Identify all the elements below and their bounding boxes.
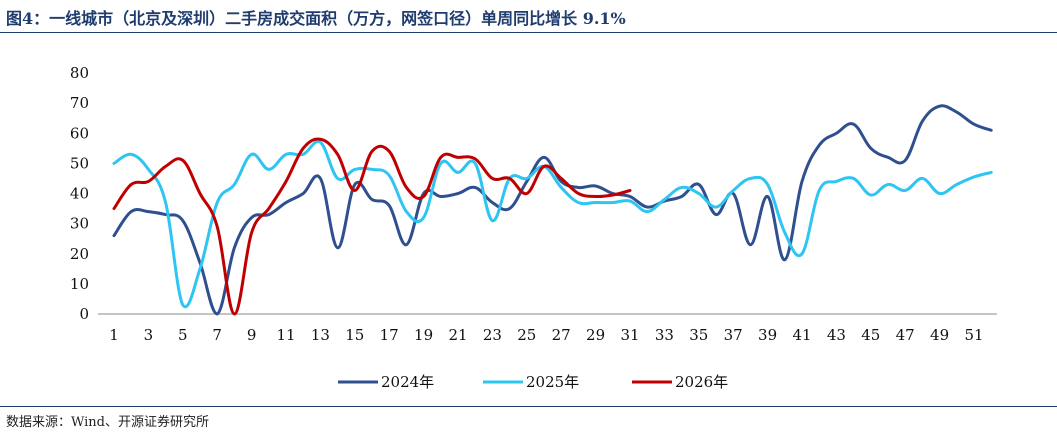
- x-tick-label: 11: [276, 326, 295, 344]
- x-tick-label: 3: [144, 326, 154, 344]
- x-tick-label: 41: [792, 326, 811, 344]
- title-rule: [0, 32, 1057, 33]
- x-tick-label: 47: [896, 326, 915, 344]
- x-tick-label: 5: [178, 326, 188, 344]
- x-tick-label: 25: [517, 326, 536, 344]
- y-tick-label: 40: [70, 185, 89, 203]
- legend-label-3: 2026年: [675, 373, 728, 391]
- y-tick-label: 70: [70, 94, 89, 112]
- series-lines: [112, 104, 993, 316]
- x-tick-label: 29: [586, 326, 605, 344]
- footer-rule: [0, 406, 1057, 407]
- y-tick-label: 10: [70, 275, 89, 293]
- x-tick-label: 21: [448, 326, 467, 344]
- series-line-3: [112, 137, 632, 316]
- y-tick-label: 50: [70, 154, 89, 172]
- x-tick-label: 39: [758, 326, 777, 344]
- x-tick-label: 51: [964, 326, 983, 344]
- x-tick-label: 19: [414, 326, 433, 344]
- series-line-2: [112, 140, 993, 309]
- legend: 2024年 2025年 2026年: [338, 373, 728, 391]
- y-tick-label: 60: [70, 124, 89, 142]
- x-tick-label: 15: [345, 326, 364, 344]
- legend-label-2: 2025年: [526, 373, 579, 391]
- x-tick-label: 17: [380, 326, 399, 344]
- x-tick-label: 9: [247, 326, 257, 344]
- x-tick-label: 13: [311, 326, 330, 344]
- y-tick-label: 20: [70, 245, 89, 263]
- x-tick-label: 35: [689, 326, 708, 344]
- x-tick-label: 49: [930, 326, 949, 344]
- x-tick-label: 7: [212, 326, 222, 344]
- source-note: 数据来源：Wind、开源证券研究所: [6, 415, 209, 430]
- x-tick-label: 33: [655, 326, 674, 344]
- x-tick-label: 27: [552, 326, 571, 344]
- x-axis-ticks: 1 3 5 7 9 11 13 15 17 19 21 23 25 27 29 31 33 35 37 39 41 43 4…: [109, 326, 983, 344]
- series-line-1: [112, 104, 993, 316]
- x-tick-label: 37: [724, 326, 743, 344]
- y-tick-label: 80: [70, 64, 89, 82]
- chart-title: 图4：一线城市（北京及深圳）二手房成交面积（万方，网签口径）单周同比增长 9.1…: [6, 9, 626, 28]
- legend-label-1: 2024年: [381, 373, 434, 391]
- x-tick-label: 45: [861, 326, 880, 344]
- x-tick-label: 23: [483, 326, 502, 344]
- x-tick-label: 43: [827, 326, 846, 344]
- y-tick-label: 30: [70, 215, 89, 233]
- x-tick-label: 1: [109, 326, 119, 344]
- y-axis-ticks: 0 10 20 30 40 50 60 70 80: [70, 64, 89, 323]
- y-tick-label: 0: [79, 305, 89, 323]
- x-tick-label: 31: [620, 326, 639, 344]
